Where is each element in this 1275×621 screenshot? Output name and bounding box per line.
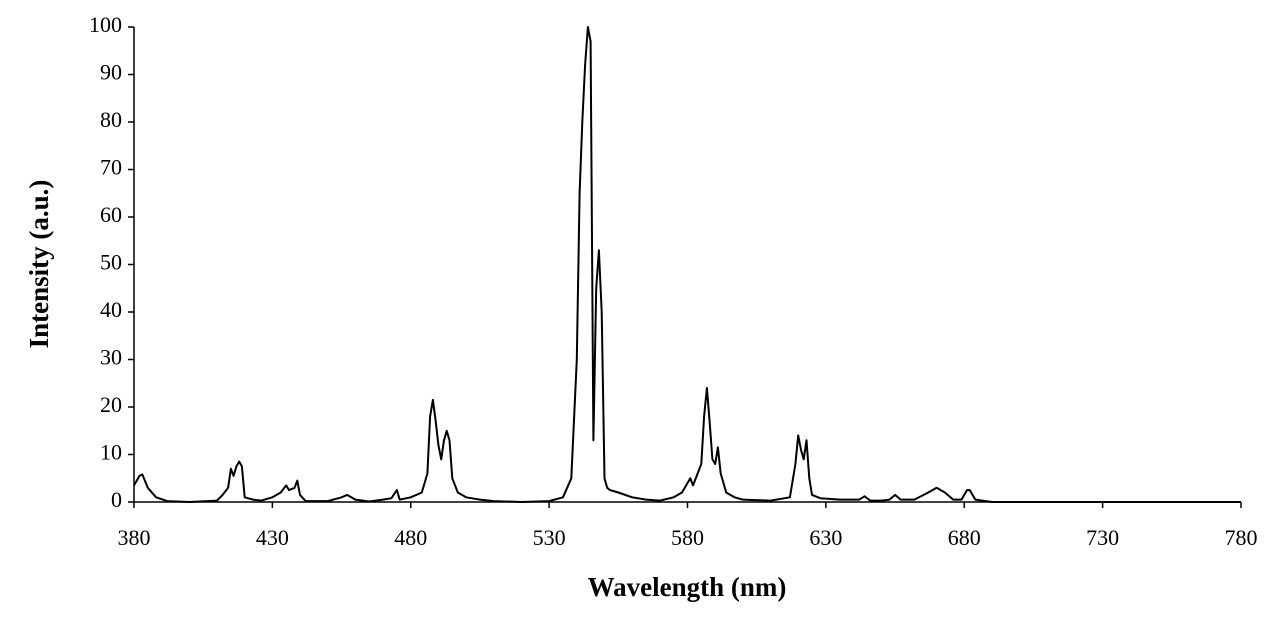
x-axis-title: Wavelength (nm) (588, 572, 787, 602)
x-tick-label: 580 (671, 525, 704, 550)
y-tick-label: 50 (100, 250, 122, 275)
y-tick-label: 10 (100, 440, 122, 465)
x-tick-label: 680 (948, 525, 981, 550)
x-tick-label: 780 (1225, 525, 1258, 550)
x-tick-label: 530 (533, 525, 566, 550)
y-tick-label: 60 (100, 202, 122, 227)
x-tick-label: 430 (256, 525, 289, 550)
y-tick-label: 30 (100, 345, 122, 370)
y-tick-label: 100 (89, 12, 122, 37)
y-tick-label: 40 (100, 297, 122, 322)
y-tick-label: 90 (100, 60, 122, 85)
x-tick-label: 480 (394, 525, 427, 550)
y-tick-label: 80 (100, 107, 122, 132)
y-axis-title: Intensity (a.u.) (24, 180, 54, 349)
y-tick-label: 0 (111, 487, 122, 512)
x-tick-label: 630 (809, 525, 842, 550)
spectrum-line (133, 26, 1241, 503)
y-tick-label: 20 (100, 392, 122, 417)
x-tick-label: 730 (1086, 525, 1119, 550)
y-tick-label: 70 (100, 155, 122, 180)
x-tick-label: 380 (118, 525, 151, 550)
